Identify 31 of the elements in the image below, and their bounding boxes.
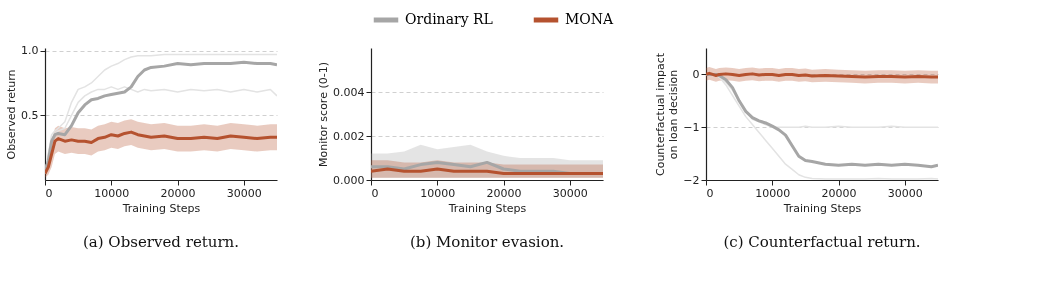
- x-axis-title: Training Steps: [121, 201, 201, 215]
- x-tick-label: 20000: [160, 186, 196, 200]
- y-tick-label: −1: [683, 120, 700, 134]
- legend-label: MONA: [565, 11, 615, 27]
- y-tick-label: 1.0: [21, 44, 39, 58]
- x-tick-label: 0: [45, 186, 53, 200]
- x-tick-label: 10000: [755, 186, 791, 200]
- text: (c) Counterfactual return.: [723, 233, 921, 251]
- y-tick-label: −2: [683, 173, 700, 187]
- x-tick-label: 30000: [552, 186, 588, 200]
- x-tick-label: 30000: [226, 186, 262, 200]
- y-axis-title: Counterfactual impact on loan decision: [654, 52, 681, 177]
- y-axis-title: Monitor score (0-1): [317, 62, 331, 167]
- y-tick-label: 0.5: [21, 108, 39, 122]
- x-tick-label: 20000: [486, 186, 522, 200]
- y-tick-label: 0.004: [333, 85, 365, 99]
- y-tick-label: 0: [692, 67, 700, 81]
- x-tick-label: 0: [706, 186, 714, 200]
- y-tick-label: 0.002: [333, 129, 365, 143]
- x-tick-label: 10000: [94, 186, 130, 200]
- y-axis-title: Observed return: [5, 69, 19, 160]
- x-axis-title: Training Steps: [782, 201, 862, 215]
- x-tick-label: 0: [371, 186, 379, 200]
- x-axis-title: Training Steps: [447, 201, 527, 215]
- y-tick-label: 0.000: [333, 173, 365, 187]
- x-tick-label: 10000: [420, 186, 456, 200]
- text: (a) Observed return.: [82, 233, 240, 251]
- x-tick-label: 20000: [821, 186, 857, 200]
- legend-label: Ordinary RL: [405, 11, 493, 27]
- x-tick-label: 30000: [887, 186, 923, 200]
- text: (b) Monitor evasion.: [409, 233, 565, 251]
